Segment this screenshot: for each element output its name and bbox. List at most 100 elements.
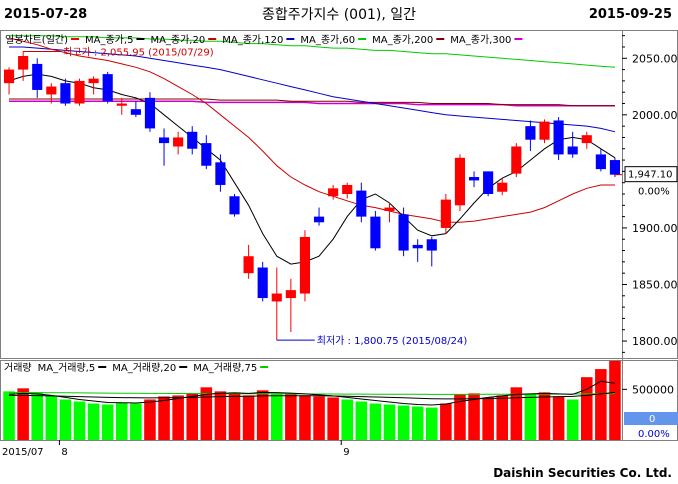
volume-bar: [595, 369, 607, 440]
candle-body: [595, 154, 606, 170]
volume-value-label: 0: [649, 414, 655, 425]
volume-bar: [566, 399, 579, 440]
candle-body: [32, 63, 43, 90]
volume-bar: [115, 402, 128, 440]
candle-body: [3, 69, 15, 84]
volume-bar: [313, 396, 325, 440]
candle-body: [285, 290, 296, 299]
candle-body: [454, 157, 466, 206]
candle-body: [328, 188, 339, 197]
price-legend-item: MA_종가,200: [372, 34, 433, 46]
price-ytick-label: 2050.00: [632, 52, 678, 65]
volume-bar: [228, 392, 241, 440]
candle-body: [511, 146, 522, 174]
ma60-line: [9, 35, 616, 68]
x-tick-label: 2015/07: [2, 447, 44, 458]
candle-body: [370, 216, 381, 249]
price-ytick-label: 1900.00: [632, 222, 678, 235]
volume-legend-item: MA_거래량,20: [112, 362, 176, 374]
volume-legend-item: MA_거래량,75: [193, 362, 257, 374]
volume-bar: [299, 395, 311, 440]
candle-body: [426, 239, 437, 251]
candle-body: [116, 103, 127, 106]
volume-bar: [17, 388, 29, 440]
candle-body: [88, 78, 99, 84]
volume-title: 거래량: [4, 362, 32, 374]
volume-bar: [454, 394, 466, 440]
candle-body: [525, 126, 536, 140]
candle-body: [384, 207, 395, 211]
volume-bar: [158, 396, 170, 440]
candle-body: [130, 109, 141, 115]
volume-bar: [130, 403, 142, 440]
volume-bar: [355, 401, 368, 440]
volume-bar: [200, 387, 213, 440]
volume-bar: [256, 390, 269, 440]
price-legend-item: MA_종가,60: [300, 34, 355, 46]
volume-bar: [3, 391, 15, 440]
volume-bar: [214, 391, 227, 440]
price-ytick-label: 2000.00: [632, 109, 678, 122]
start-date: 2015-07-28: [4, 7, 88, 22]
candle-body: [243, 256, 254, 274]
candle-body: [553, 120, 564, 155]
volume-bar: [341, 399, 354, 440]
candle-body: [74, 80, 85, 104]
volume-bar: [285, 394, 297, 440]
end-date: 2015-09-25: [588, 7, 672, 22]
x-tick-label: 9: [343, 447, 349, 458]
volume-bar: [242, 395, 255, 440]
volume-bar: [59, 399, 72, 440]
volume-bar: [482, 397, 494, 440]
price-panel-frame: [0, 30, 678, 359]
volume-bar: [383, 404, 396, 440]
volume-bar: [609, 360, 621, 440]
volume-bar: [496, 395, 509, 440]
candle-body: [313, 216, 325, 223]
high-annotation: 최고가 : 2,055.95 (2015/07/29): [63, 47, 214, 59]
candle-body: [271, 293, 282, 302]
price-legend-item: 일봉차트(일간): [5, 34, 68, 46]
ma120-line: [9, 46, 616, 133]
volume-bar: [31, 392, 44, 440]
candle-body: [46, 86, 57, 95]
candle-body: [581, 135, 592, 144]
volume-bar: [524, 394, 537, 440]
price-legend-item: MA_종가,5: [85, 34, 133, 46]
volume-ytick-label: 500000: [632, 383, 674, 396]
volume-bar: [45, 395, 58, 440]
candle-body: [539, 121, 550, 140]
candle-body: [440, 199, 451, 228]
candle-body: [215, 162, 226, 185]
last-price-label: 1,947.10: [628, 170, 673, 181]
candle-body: [257, 267, 268, 299]
candle-body: [187, 131, 198, 149]
brand-footer: Daishin Securities Co. Ltd.: [493, 466, 672, 480]
volume-change-label: 0.00%: [638, 429, 670, 440]
price-ytick-label: 1850.00: [632, 278, 678, 291]
ma300-line: [9, 100, 615, 107]
price-ytick-label: 1800.00: [632, 335, 678, 348]
volume-bar: [510, 387, 523, 440]
candle-body: [398, 214, 409, 251]
volume-bar: [101, 404, 114, 440]
candle-body: [201, 143, 212, 166]
x-tick-label: 8: [61, 447, 67, 458]
volume-bar: [425, 407, 438, 440]
candle-body: [497, 182, 508, 192]
price-legend-item: MA_종가,120: [222, 34, 283, 46]
candle-body: [567, 146, 578, 155]
volume-bar: [186, 393, 199, 440]
chart-title: 종합주가지수 (001), 일간: [261, 7, 417, 23]
volume-bar: [440, 403, 452, 440]
candle-body: [158, 137, 170, 144]
price-change-label: 0.00%: [638, 187, 670, 198]
volume-bar: [552, 396, 565, 440]
volume-ma5-line: [8, 380, 616, 406]
volume-bar: [580, 377, 593, 440]
price-legend-item: MA_종가,300: [450, 34, 511, 46]
candle-body: [468, 177, 480, 181]
volume-bar: [538, 392, 551, 440]
candle-body: [173, 137, 184, 147]
